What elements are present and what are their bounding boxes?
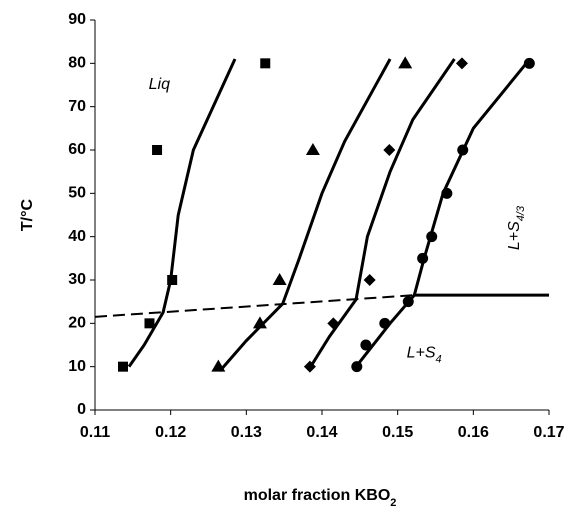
point	[305, 143, 320, 155]
curve	[309, 58, 456, 368]
point	[144, 318, 155, 329]
annotation-text: L+S	[506, 221, 523, 250]
y-axis-label: T/°C	[19, 198, 36, 231]
point	[360, 339, 372, 351]
y-tick-label: 90	[68, 11, 86, 28]
point	[379, 317, 391, 329]
x-axis-label-text: molar fraction KBO	[244, 487, 391, 504]
x-tick-label: 0.12	[155, 424, 186, 441]
annotation: Liq	[149, 76, 170, 93]
y-tick-label: 10	[68, 358, 86, 375]
point	[272, 273, 287, 285]
x-axis-label-sub: 2	[390, 497, 396, 509]
curve	[218, 58, 392, 372]
point	[260, 58, 271, 69]
point	[417, 252, 429, 264]
y-tick-label: 0	[77, 401, 86, 418]
point	[167, 275, 178, 285]
y-tick-label: 40	[68, 228, 86, 245]
point	[363, 274, 376, 286]
x-tick-label: 0.11	[80, 424, 110, 441]
annotation-sub: 4	[436, 354, 442, 366]
point	[383, 144, 396, 156]
point	[457, 144, 469, 156]
point	[152, 145, 163, 155]
point	[441, 187, 453, 199]
y-tick-label: 30	[68, 271, 86, 288]
annotation-text: Liq	[149, 76, 170, 93]
y-tick-label: 80	[68, 55, 86, 72]
point	[455, 57, 468, 70]
point	[398, 56, 413, 69]
x-tick-label: 0.16	[458, 424, 489, 441]
annotation: L+S4/3	[506, 205, 527, 250]
point	[211, 359, 226, 372]
annotation-sub: 4/3	[515, 205, 527, 221]
x-tick-label: 0.15	[382, 424, 413, 441]
y-tick-label: 70	[68, 98, 86, 115]
x-axis-label: molar fraction KBO2	[244, 487, 397, 509]
point	[252, 316, 267, 329]
point	[327, 317, 340, 330]
point	[523, 57, 535, 69]
point	[426, 231, 438, 243]
point	[303, 360, 316, 373]
x-tick-label: 0.13	[231, 424, 262, 441]
x-tick-label: 0.17	[533, 424, 564, 441]
point	[402, 296, 414, 308]
y-tick-label: 50	[68, 185, 86, 202]
annotation: L+S4	[407, 345, 442, 366]
point	[351, 361, 363, 373]
annotation-text: L+S	[407, 345, 436, 362]
point	[117, 361, 128, 372]
x-tick-label: 0.14	[306, 424, 337, 441]
curve	[94, 294, 415, 318]
y-tick-label: 60	[68, 141, 86, 158]
y-tick-label: 20	[68, 315, 86, 332]
